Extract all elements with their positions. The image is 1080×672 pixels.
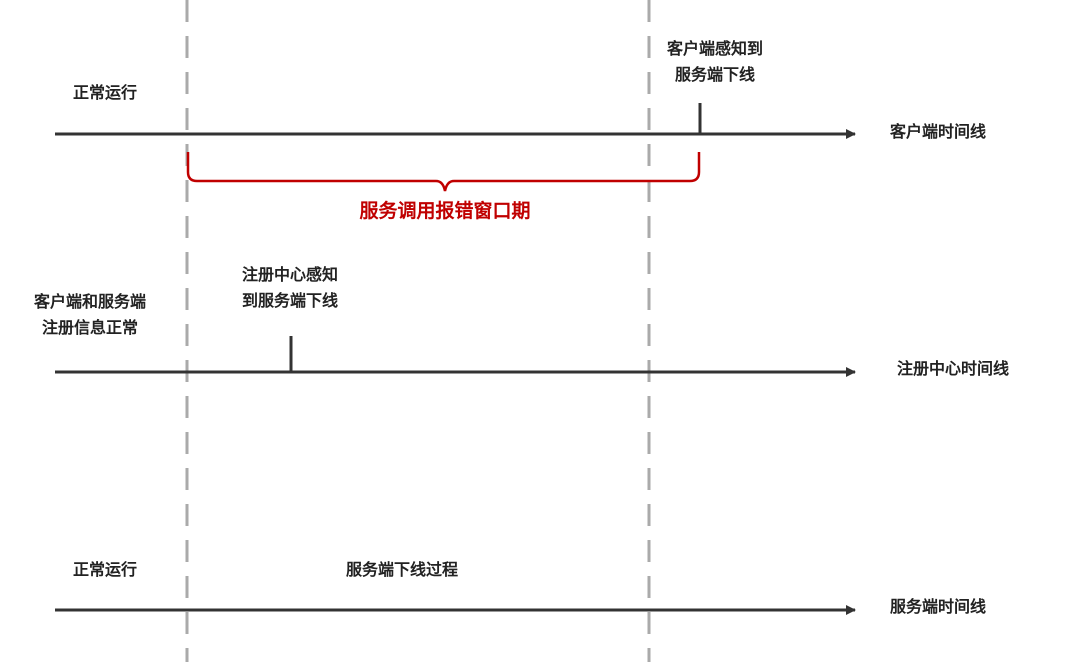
registry-normal-label-line1: 客户端和服务端 [33,292,146,311]
client-event-label-line1: 客户端感知到 [666,39,763,58]
registry-event-label-line2: 到服务端下线 [241,291,338,310]
client-event-label: 客户端感知到 服务端下线 [650,36,780,88]
registry-event-label-line1: 注册中心感知 [241,265,338,284]
client-timeline-label: 客户端时间线 [890,122,987,141]
error-window-label: 服务调用报错窗口期 [359,200,531,222]
registry-event-label: 注册中心感知 到服务端下线 [220,262,360,314]
server-timeline-label: 服务端时间线 [890,597,987,616]
server-normal-label: 正常运行 [73,560,138,579]
registry-timeline-label: 注册中心时间线 [897,359,1010,378]
error-window-brace [186,152,701,192]
client-event-label-line2: 服务端下线 [674,65,755,84]
registry-normal-label-line2: 注册信息正常 [41,318,138,337]
client-normal-label: 正常运行 [73,83,138,102]
registry-normal-label: 客户端和服务端 注册信息正常 [10,289,170,341]
server-offline-process-label: 服务端下线过程 [345,560,458,579]
